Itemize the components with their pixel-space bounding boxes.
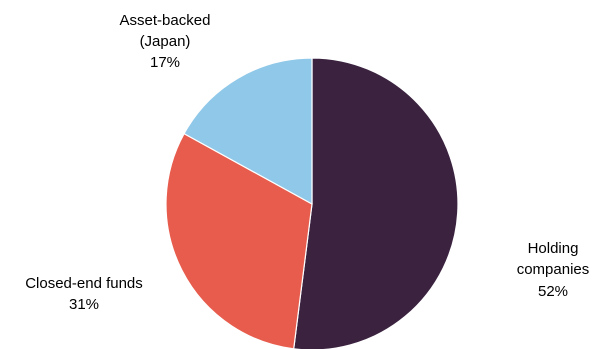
slice-label-closed-end-funds: Closed-end funds 31% bbox=[25, 275, 143, 313]
slice-value-label: 52% bbox=[538, 283, 568, 300]
slice-label-line: (Japan) bbox=[140, 33, 191, 50]
slice-label-asset-backed-japan: Asset-backed (Japan) 17% bbox=[120, 12, 211, 71]
slice-value-label: 17% bbox=[150, 54, 180, 71]
slice-label-line: Closed-end funds bbox=[25, 275, 143, 292]
pie-slices bbox=[165, 57, 459, 349]
pie-slice-asset-backed-japan bbox=[183, 57, 313, 206]
slice-label-line: Asset-backed bbox=[120, 12, 211, 29]
slice-value-label: 31% bbox=[69, 296, 99, 313]
pie-slice-holding-companies bbox=[293, 57, 459, 349]
slice-label-holding-companies: Holding companies 52% bbox=[517, 240, 590, 300]
slice-label-line: Holding bbox=[528, 240, 579, 257]
pie-slice-closed-end-funds bbox=[165, 132, 313, 349]
slice-label-line: companies bbox=[517, 261, 590, 278]
